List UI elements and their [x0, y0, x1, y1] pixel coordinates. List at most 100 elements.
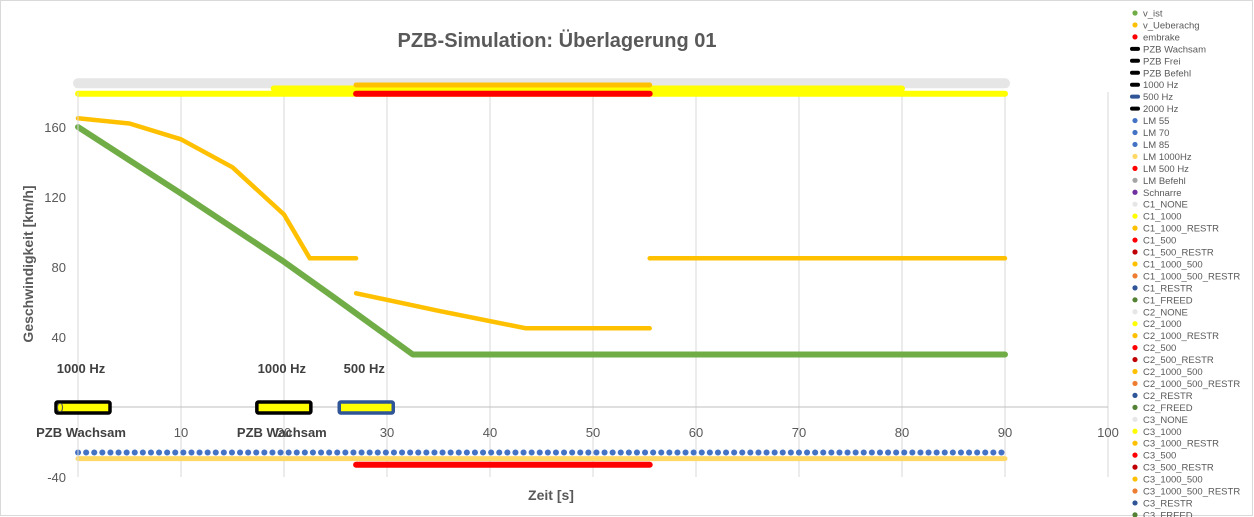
legend-item: C3_500	[1132, 451, 1176, 462]
legend-label: LM 70	[1143, 128, 1169, 139]
legend-item: LM 1000Hz	[1132, 152, 1192, 163]
legend-swatch	[1132, 201, 1138, 207]
legend-item: C3_1000_RESTR	[1132, 439, 1219, 450]
legend-item: 500 Hz	[1130, 92, 1173, 103]
series-layer	[73, 78, 1010, 468]
legend-swatch	[1132, 285, 1138, 291]
legend-item: C3_FREED	[1132, 510, 1193, 517]
legend-item: Schnarre	[1132, 188, 1182, 199]
legend-swatch	[1132, 416, 1138, 422]
legend-swatch	[1132, 440, 1138, 446]
legend-label: LM Befehl	[1143, 176, 1186, 187]
legend-label: C3_1000	[1143, 427, 1182, 438]
legend-label: C3_1000_RESTR	[1143, 439, 1219, 450]
legend-label: LM 1000Hz	[1143, 152, 1192, 163]
legend-label: C3_500_RESTR	[1143, 463, 1214, 474]
legend-label: C3_NONE	[1143, 415, 1188, 426]
series-v-ist	[75, 124, 1008, 358]
legend-label: C2_1000_500	[1143, 367, 1203, 378]
legend-item: v_ist	[1132, 9, 1163, 20]
pzb-wachsam-label: PZB Wachsam	[237, 425, 327, 440]
legend-label: v_Ueberachg	[1143, 20, 1200, 31]
legend-item: C1_1000	[1132, 212, 1182, 223]
legend-swatch	[1132, 392, 1138, 398]
magnet-marker	[255, 400, 313, 415]
legend-item: C1_1000_500_RESTR	[1132, 271, 1240, 282]
legend-label: 1000 Hz	[1143, 80, 1179, 91]
legend-swatch	[1132, 488, 1138, 494]
x-tick-label: 40	[483, 425, 497, 440]
legend-label: C1_1000_RESTR	[1143, 224, 1219, 235]
legend-item: C1_1000_RESTR	[1132, 224, 1219, 235]
legend-item: C2_1000_500_RESTR	[1132, 379, 1240, 390]
legend-label: PZB Frei	[1143, 56, 1180, 67]
legend-label: C2_NONE	[1143, 307, 1188, 318]
legend-label: v_ist	[1143, 9, 1163, 20]
legend-swatch	[1130, 70, 1140, 75]
legend-item: C3_500_RESTR	[1132, 463, 1214, 474]
legend-label: C1_500_RESTR	[1143, 248, 1214, 259]
legend-label: C2_500	[1143, 343, 1176, 354]
legend-item: 2000 Hz	[1130, 104, 1179, 115]
legend-swatch	[1130, 46, 1140, 51]
legend-item: C2_1000_RESTR	[1132, 331, 1219, 342]
legend-swatch	[1132, 321, 1138, 327]
legend-item: C2_500_RESTR	[1132, 355, 1214, 366]
legend-swatch	[1130, 58, 1140, 63]
series-v-ueberachg	[353, 291, 652, 331]
x-tick-label: 90	[998, 425, 1012, 440]
legend-label: C2_1000_500_RESTR	[1143, 379, 1240, 390]
legend-label: C2_1000	[1143, 319, 1182, 330]
legend-item: C1_500	[1132, 236, 1176, 247]
magnet-marker	[337, 400, 395, 415]
legend-item: C2_NONE	[1132, 307, 1188, 318]
frequency-label: 500 Hz	[344, 361, 386, 376]
legend-label: C3_1000_500	[1143, 475, 1203, 486]
legend-swatch	[1132, 273, 1138, 279]
pzb-wachsam-label: PZB Wachsam	[36, 425, 126, 440]
legend-swatch	[1132, 464, 1138, 470]
x-tick-label: 20	[277, 425, 291, 440]
legend-swatch	[1132, 153, 1138, 159]
legend-swatch	[1132, 237, 1138, 243]
legend-swatch	[1132, 356, 1138, 363]
legend-label: C2_1000_RESTR	[1143, 331, 1219, 342]
x-tick-label: 70	[792, 425, 806, 440]
x-tick-label: 30	[380, 425, 394, 440]
y-axis-title: Geschwindigkeit [km/h]	[20, 185, 36, 342]
legend-swatch	[1132, 129, 1138, 136]
legend-swatch	[1132, 476, 1138, 482]
x-tick-label: 100	[1097, 425, 1119, 440]
x-tick-label: 60	[689, 425, 703, 440]
legend-label: C3_FREED	[1143, 510, 1193, 517]
legend-item: PZB Wachsam	[1130, 44, 1206, 55]
magnet-marker	[54, 400, 112, 415]
y-tick-label: 80	[52, 260, 66, 275]
legend-item: LM Befehl	[1132, 176, 1186, 187]
legend-item: C3_1000	[1132, 427, 1182, 438]
annotation-layer: 1000 Hz PZB Wachsam 1000 Hz PZB Wachsam 500 …	[36, 361, 395, 440]
legend-item: C3_NONE	[1132, 415, 1188, 426]
legend-swatch	[1130, 82, 1140, 87]
legend-item: C3_1000_500	[1132, 475, 1203, 486]
legend-item: C1_FREED	[1132, 295, 1193, 306]
legend-item: C2_1000	[1132, 319, 1182, 330]
legend-swatch	[1132, 428, 1138, 434]
legend-swatch	[1132, 380, 1138, 387]
legend-label: C2_RESTR	[1143, 391, 1193, 402]
legend-item: LM 85	[1132, 140, 1169, 151]
legend-item: LM 500 Hz	[1132, 164, 1189, 175]
legend-label: LM 55	[1143, 116, 1169, 127]
legend-swatch	[1132, 225, 1138, 231]
y-tick-label: 120	[44, 190, 66, 205]
legend-item: C1_NONE	[1132, 200, 1188, 211]
frequency-label: 1000 Hz	[57, 361, 106, 376]
legend-swatch	[1132, 345, 1138, 351]
legend-label: C1_1000	[1143, 212, 1182, 223]
legend-item: C1_500_RESTR	[1132, 248, 1214, 259]
chart-title: PZB-Simulation: Überlagerung 01	[398, 29, 717, 52]
series-v-ueberachg	[75, 116, 359, 261]
legend-label: C2_FREED	[1143, 403, 1193, 414]
